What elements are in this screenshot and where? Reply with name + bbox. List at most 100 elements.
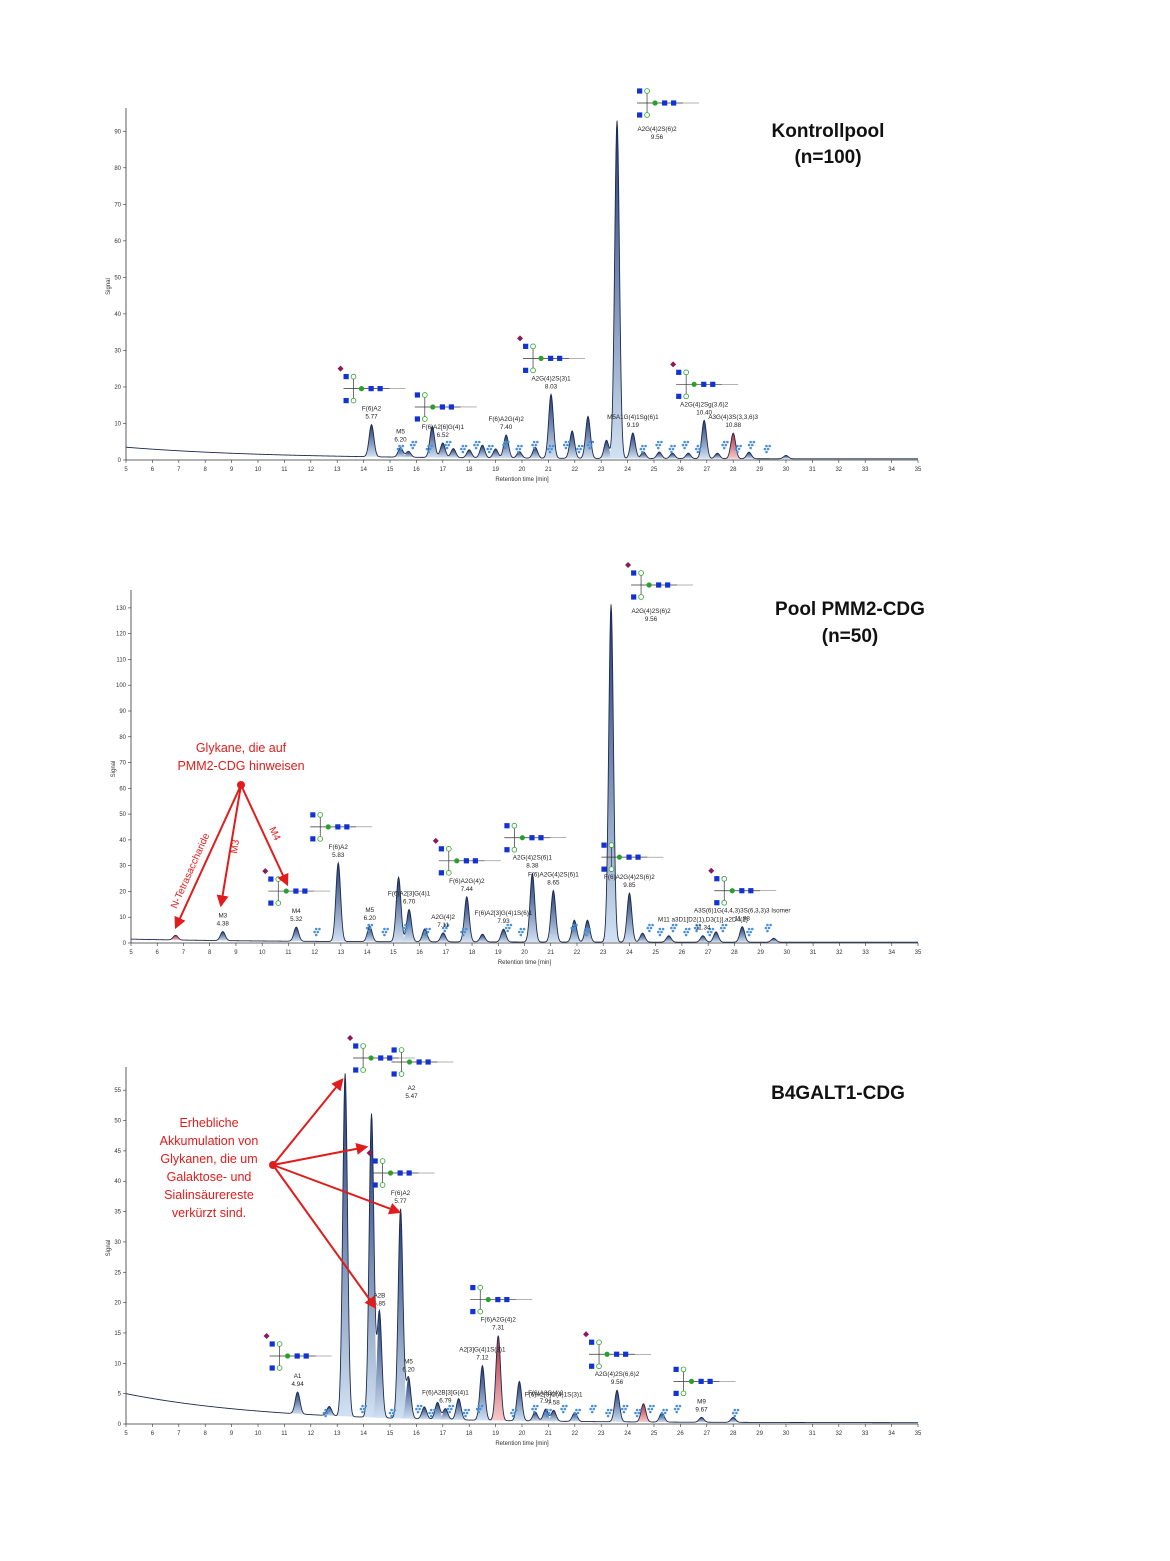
peak-area	[652, 1412, 672, 1423]
glycan-structure-icon	[414, 392, 477, 422]
peak-label: F(6)A2	[391, 1190, 411, 1197]
chromatogram-trace	[125, 1073, 918, 1424]
peak-area	[607, 1390, 627, 1422]
peak-area	[678, 453, 698, 459]
b4galt1-annotation: Erhebliche Akkumulation von Glykanen, di…	[160, 1078, 402, 1309]
glycan-marker-icon	[656, 927, 665, 937]
peak-area	[578, 416, 598, 459]
glycan-marker-icon	[460, 927, 468, 937]
x-tick-label: 10	[259, 950, 266, 956]
peak-area	[662, 453, 682, 459]
glycan-marker-icon	[322, 1408, 331, 1418]
peak-area	[541, 394, 561, 459]
panel-title-line: Pool PMM2-CDG	[775, 599, 925, 620]
arrow-m3	[216, 784, 242, 908]
peak-area	[472, 1365, 492, 1421]
peak-value: 8.38	[526, 863, 539, 870]
y-tick-label: 40	[114, 312, 121, 318]
chromatogram-trace	[125, 120, 918, 460]
peak-label: A2G(4)2S(6)1	[513, 855, 553, 862]
peak-area	[706, 931, 726, 943]
glycan-marker-icon	[531, 440, 539, 450]
y-tick-label: 80	[114, 166, 121, 172]
x-tick-label: 7	[177, 467, 181, 473]
y-tick-label: 70	[119, 761, 126, 767]
glycan-marker-icon	[670, 923, 678, 933]
peak-label: A2B	[373, 1292, 385, 1299]
x-tick-label: 21	[545, 467, 552, 473]
peak-label: F(6)A2[6]G(4)1	[422, 424, 465, 431]
peak-value: 6.20	[402, 1366, 415, 1373]
glycan-marker-icon	[639, 444, 647, 454]
glycan-marker-icon	[719, 923, 728, 933]
glycan-marker-icon	[415, 1404, 423, 1414]
arrow-n-tetrasaccharide	[174, 784, 242, 930]
glycan-marker-icon	[462, 1408, 471, 1418]
y-tick-label: 0	[118, 458, 122, 464]
glycan-marker-icon	[763, 444, 771, 454]
x-tick-label: 29	[756, 1431, 763, 1437]
peak-area	[692, 1417, 712, 1423]
peak-area	[398, 1377, 418, 1419]
y-tick-label: 40	[114, 1179, 121, 1185]
peak-label: F(6)A2	[329, 844, 349, 851]
x-tick-label: 13	[334, 1431, 341, 1437]
y-axis-title: Signal	[106, 278, 112, 295]
peak-area	[335, 1073, 355, 1417]
arrow-to-peak-4	[272, 1164, 377, 1309]
glycan-marker-icon	[655, 440, 663, 450]
peak-area	[488, 1335, 508, 1421]
peak-value: 7.31	[492, 1325, 505, 1332]
glycan-marker-icon	[764, 923, 772, 933]
peak-area	[457, 896, 477, 942]
peak-label: A2G(4)2	[431, 914, 455, 921]
x-tick-label: 6	[156, 950, 160, 956]
y-tick-label: 100	[116, 683, 127, 689]
peak-area	[362, 1113, 382, 1418]
x-tick-label: 28	[730, 1431, 737, 1437]
glycan-marker-icon	[409, 440, 418, 450]
peak-area	[213, 931, 233, 941]
glycan-marker-icon	[388, 1408, 397, 1418]
peak-label: F(6)A2G(4)2	[481, 1317, 517, 1324]
glycan-marker-icon	[428, 1408, 436, 1418]
x-tick-label: 5	[129, 950, 133, 956]
glycan-structure-icon	[637, 88, 700, 118]
x-tick-label: 30	[783, 467, 790, 473]
glycan-structure-icon	[470, 1284, 533, 1315]
peak-label: F(6)A2G(4)2	[488, 416, 524, 423]
y-tick-label: 25	[114, 1270, 121, 1276]
x-tick-label: 15	[387, 1431, 394, 1437]
peak-area	[525, 447, 545, 459]
peak-value: 6.70	[403, 899, 416, 906]
peak-value: 9.67	[695, 1406, 708, 1413]
x-tick-label: 11	[281, 1431, 288, 1437]
x-tick-label: 14	[360, 467, 367, 473]
panel-title-line: Kontrollpool	[772, 121, 885, 142]
glycan-marker-icon	[547, 444, 555, 454]
peak-label: F(6)A2G(4)2S(6)1	[528, 872, 579, 879]
x-tick-label: 24	[624, 1431, 631, 1437]
glycan-marker-icon	[560, 1404, 568, 1414]
peak-label: F(6)A2[3]G(4)1S(6)1	[475, 910, 533, 917]
x-tick-label: 16	[413, 467, 420, 473]
x-tick-label: 21	[547, 950, 554, 956]
x-tick-label: 24	[624, 467, 631, 473]
pmm2-note-line: Glykane, die auf	[196, 741, 287, 755]
x-tick-label: 32	[836, 950, 843, 956]
glycan-marker-icon	[475, 1404, 484, 1414]
x-tick-label: 17	[439, 1431, 446, 1437]
peak-area	[362, 424, 382, 457]
b4galt1-note-line: Akkumulation von	[160, 1134, 259, 1148]
b4galt1-note-line: verkürzt sind.	[172, 1206, 246, 1220]
x-tick-label: 6	[151, 467, 155, 473]
peak-label: A2G(4)2S(3)1	[531, 375, 571, 382]
glycan-marker-icon	[747, 440, 756, 450]
y-axis-title: Signal	[106, 1240, 112, 1257]
peak-label: F(6)A2B[3]G(4)1	[422, 1390, 469, 1397]
glycan-marker-icon	[504, 923, 513, 933]
glycan-marker-icon	[731, 1408, 740, 1418]
peak-area	[166, 935, 186, 941]
x-tick-label: 34	[888, 1431, 895, 1437]
glycan-marker-icon	[473, 440, 481, 450]
